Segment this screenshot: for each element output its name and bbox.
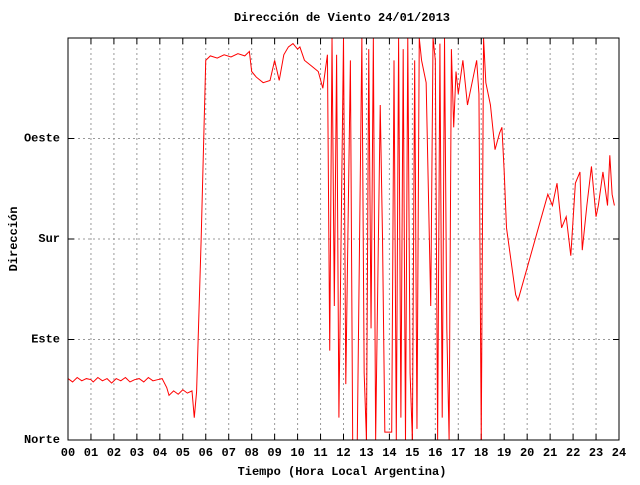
x-axis-label: Tiempo (Hora Local Argentina)	[238, 465, 447, 479]
x-tick-label: 16	[428, 446, 442, 460]
x-tick-label: 06	[199, 446, 213, 460]
chart-title: Dirección de Viento 24/01/2013	[234, 11, 450, 25]
x-tick-label: 22	[566, 446, 580, 460]
x-tick-label: 02	[107, 446, 121, 460]
y-tick-label: Este	[31, 333, 60, 347]
x-tick-label: 18	[474, 446, 488, 460]
y-tick-label: Norte	[24, 433, 60, 447]
x-tick-label: 13	[359, 446, 373, 460]
y-tick-label: Sur	[38, 232, 60, 246]
x-tick-label: 10	[290, 446, 304, 460]
plot-border	[67, 37, 620, 441]
y-axis-label: Dirección	[7, 207, 21, 272]
x-tick-label: 11	[313, 446, 327, 460]
x-tick-label: 19	[497, 446, 511, 460]
x-tick-label: 03	[130, 446, 144, 460]
data-line	[67, 37, 615, 441]
x-tick-label: 05	[176, 446, 190, 460]
x-tick-label: 00	[61, 446, 75, 460]
x-tick-label: 21	[543, 446, 557, 460]
x-tick-label: 20	[520, 446, 534, 460]
x-tick-label: 23	[589, 446, 603, 460]
x-tick-label: 07	[222, 446, 236, 460]
x-tick-label: 08	[244, 446, 258, 460]
x-tick-label: 12	[336, 446, 350, 460]
x-tick-label: 04	[153, 446, 167, 460]
x-tick-label: 09	[267, 446, 281, 460]
x-tick-label: 24	[612, 446, 626, 460]
y-tick-label: Oeste	[24, 132, 60, 146]
x-tick-label: 01	[84, 446, 98, 460]
x-tick-label: 17	[451, 446, 465, 460]
x-tick-label: 15	[405, 446, 419, 460]
x-tick-label: 14	[382, 446, 396, 460]
